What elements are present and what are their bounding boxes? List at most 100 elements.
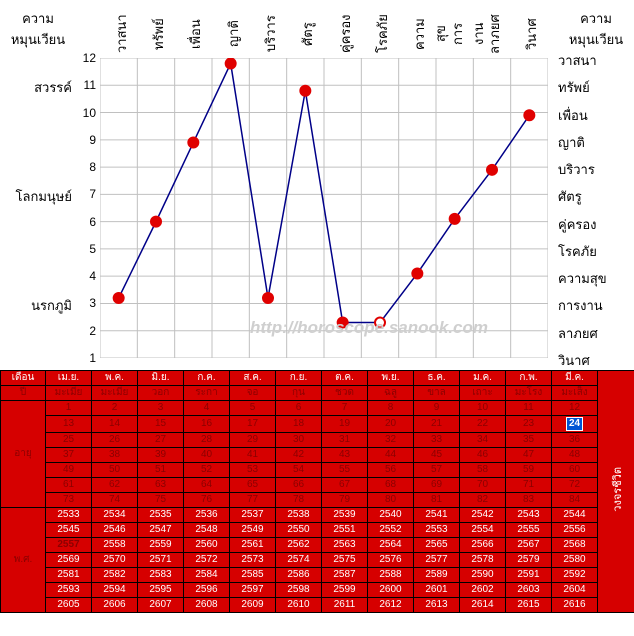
- be-cell: 2558: [92, 538, 137, 552]
- be-cell: 2584: [184, 568, 229, 582]
- age-cell: 57: [414, 463, 459, 477]
- y-section-label: สวรรค์: [34, 77, 72, 98]
- be-cell: 2572: [184, 553, 229, 567]
- top-left-header: ความหมุนเวียน: [8, 8, 68, 50]
- be-cell: 2573: [230, 553, 275, 567]
- age-cell: 49: [46, 463, 91, 477]
- be-cell: 2616: [552, 598, 597, 612]
- be-cell: 2562: [276, 538, 321, 552]
- age-cell: 13: [46, 416, 91, 432]
- month-cell: มี.ค.: [552, 371, 597, 385]
- age-cell: 8: [368, 401, 413, 415]
- age-cell: 12: [552, 401, 597, 415]
- be-cell: 2578: [460, 553, 505, 567]
- age-cell: 21: [414, 416, 459, 432]
- age-cell: 40: [184, 448, 229, 462]
- be-cell: 2554: [460, 523, 505, 537]
- life-cycle-table: เดือนเม.ย.พ.ค.มิ.ย.ก.ค.ส.ค.ก.ย.ต.ค.พ.ย.ธ…: [0, 370, 634, 613]
- be-cell: 2603: [506, 583, 551, 597]
- age-cell: 71: [506, 478, 551, 492]
- be-cell: 2540: [368, 508, 413, 522]
- age-cell: 76: [184, 493, 229, 507]
- age-cell: 35: [506, 433, 551, 447]
- y-tick-label: 6: [89, 215, 96, 229]
- x-label: คู่ครอง: [335, 14, 356, 54]
- age-header: อายุ: [1, 401, 45, 507]
- x-label: ทรัพย์: [148, 14, 169, 54]
- y-right-label: คู่ครอง: [558, 214, 597, 235]
- x-label: ญาติ: [223, 14, 244, 54]
- be-cell: 2547: [138, 523, 183, 537]
- x-label: วาสนา: [111, 14, 132, 54]
- age-cell: 78: [276, 493, 321, 507]
- age-cell: 75: [138, 493, 183, 507]
- be-cell: 2608: [184, 598, 229, 612]
- be-cell: 2563: [322, 538, 367, 552]
- age-cell: 20: [368, 416, 413, 432]
- age-cell: 10: [460, 401, 505, 415]
- age-cell: 4: [184, 401, 229, 415]
- age-cell: 44: [368, 448, 413, 462]
- be-cell: 2600: [368, 583, 413, 597]
- be-cell: 2545: [46, 523, 91, 537]
- age-cell: 11: [506, 401, 551, 415]
- zodiac-cell: เถาะ: [460, 386, 505, 400]
- month-cell: ก.ค.: [184, 371, 229, 385]
- month-header: เดือน: [1, 371, 45, 385]
- be-cell: 2543: [506, 508, 551, 522]
- be-cell: 2542: [460, 508, 505, 522]
- be-cell: 2535: [138, 508, 183, 522]
- age-cell: 70: [460, 478, 505, 492]
- month-cell: เม.ย.: [46, 371, 91, 385]
- month-cell: ก.ย.: [276, 371, 321, 385]
- y-tick-label: 3: [89, 296, 96, 310]
- age-cell: 36: [552, 433, 597, 447]
- age-cell: 39: [138, 448, 183, 462]
- month-cell: พ.ย.: [368, 371, 413, 385]
- month-cell: พ.ค.: [92, 371, 137, 385]
- x-label: วินาศ: [521, 14, 542, 54]
- age-cell: 61: [46, 478, 91, 492]
- y-right-label: เพื่อน: [558, 105, 588, 126]
- age-cell: 77: [230, 493, 275, 507]
- life-cycle-chart: ความหมุนเวียน ความหมุนเวียน วาสนาทรัพย์เ…: [0, 0, 634, 370]
- age-cell: 60: [552, 463, 597, 477]
- y-section-label: โลกมนุษย์: [16, 186, 72, 207]
- be-cell: 2583: [138, 568, 183, 582]
- be-cell: 2601: [414, 583, 459, 597]
- be-cell: 2561: [230, 538, 275, 552]
- y-right-label: วินาศ: [558, 350, 590, 371]
- be-cell: 2589: [414, 568, 459, 582]
- be-cell: 2594: [92, 583, 137, 597]
- be-cell: 2555: [506, 523, 551, 537]
- age-cell: 81: [414, 493, 459, 507]
- age-cell: 26: [92, 433, 137, 447]
- be-cell: 2606: [92, 598, 137, 612]
- be-cell: 2569: [46, 553, 91, 567]
- age-cell: 19: [322, 416, 367, 432]
- be-cell: 2549: [230, 523, 275, 537]
- age-cell: 22: [460, 416, 505, 432]
- age-cell: 32: [368, 433, 413, 447]
- be-cell: 2582: [92, 568, 137, 582]
- y-right-label: ญาติ: [558, 132, 585, 153]
- be-cell: 2613: [414, 598, 459, 612]
- be-cell: 2595: [138, 583, 183, 597]
- be-cell: 2553: [414, 523, 459, 537]
- zodiac-cell: มะเมีย: [46, 386, 91, 400]
- month-cell: ม.ค.: [460, 371, 505, 385]
- age-cell: 48: [552, 448, 597, 462]
- be-cell: 2586: [276, 568, 321, 582]
- zodiac-cell: มะโรง: [506, 386, 551, 400]
- be-cell: 2607: [138, 598, 183, 612]
- year-header: ปี: [1, 386, 45, 400]
- age-cell: 5: [230, 401, 275, 415]
- age-cell: 46: [460, 448, 505, 462]
- x-label: ลาภยศ: [484, 14, 505, 54]
- y-tick-label: 8: [89, 160, 96, 174]
- y-tick-label: 5: [89, 242, 96, 256]
- age-cell: 38: [92, 448, 137, 462]
- x-label: โรคภัย: [372, 14, 393, 54]
- age-cell: 18: [276, 416, 321, 432]
- be-header: พ.ศ.: [1, 508, 45, 612]
